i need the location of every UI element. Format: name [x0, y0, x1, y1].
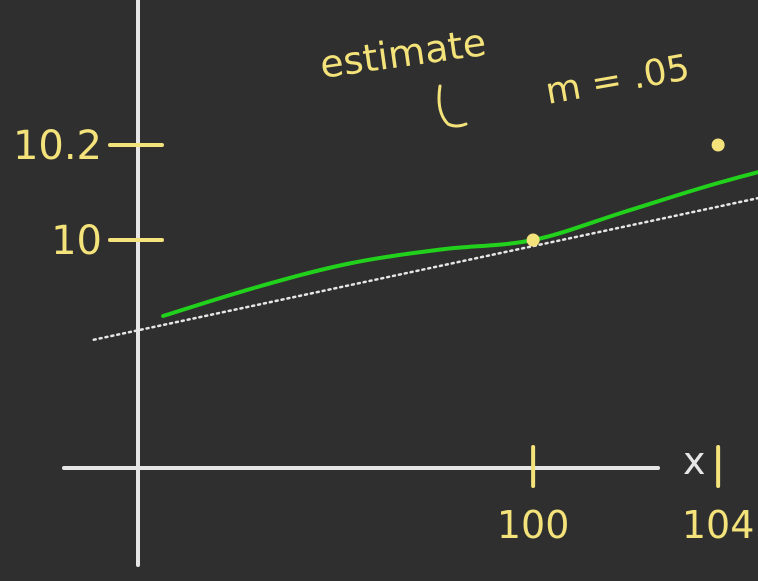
tangent-line-group: [92, 196, 758, 341]
x-tick-label: 100: [497, 503, 570, 547]
points-group: [526, 138, 725, 247]
function-curve: [161, 170, 758, 318]
data-point: [526, 233, 540, 247]
annotation-estimate: estimate: [317, 20, 489, 87]
data-point: [711, 138, 725, 152]
estimate-pointer-mark: [437, 84, 468, 128]
tangent-line: [92, 196, 758, 341]
x-axis-label: x: [683, 439, 706, 483]
tick-group: 100 104 10 10.2: [13, 123, 754, 547]
curve-group: [161, 170, 758, 318]
axes: [62, 0, 660, 567]
x-tick-label: 104: [682, 503, 755, 547]
y-tick-label: 10: [51, 218, 102, 264]
annotation-slope: m = .05: [542, 47, 692, 113]
y-tick-label: 10.2: [13, 123, 102, 169]
